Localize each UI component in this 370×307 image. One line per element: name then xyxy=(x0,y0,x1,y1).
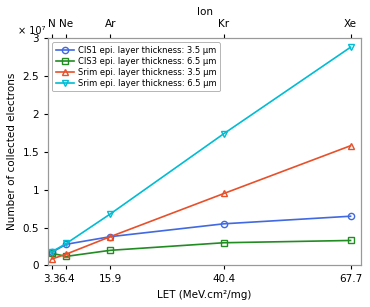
Srim epi. layer thickness: 3.5 μm: (15.9, 3.8e+06): 3.5 μm: (15.9, 3.8e+06) xyxy=(108,235,112,239)
CIS3 epi. layer thickness: 6.5 μm: (6.4, 1.2e+06): 6.5 μm: (6.4, 1.2e+06) xyxy=(64,255,68,258)
CIS1 epi. layer thickness: 3.5 μm: (15.9, 3.8e+06): 3.5 μm: (15.9, 3.8e+06) xyxy=(108,235,112,239)
Srim epi. layer thickness: 6.5 μm: (3.3, 1.8e+06): 6.5 μm: (3.3, 1.8e+06) xyxy=(50,250,54,254)
CIS3 epi. layer thickness: 6.5 μm: (15.9, 2e+06): 6.5 μm: (15.9, 2e+06) xyxy=(108,248,112,252)
CIS1 epi. layer thickness: 3.5 μm: (3.3, 1.75e+06): 3.5 μm: (3.3, 1.75e+06) xyxy=(50,251,54,254)
Srim epi. layer thickness: 6.5 μm: (6.4, 2.9e+06): 6.5 μm: (6.4, 2.9e+06) xyxy=(64,242,68,245)
CIS3 epi. layer thickness: 6.5 μm: (67.7, 3.3e+06): 6.5 μm: (67.7, 3.3e+06) xyxy=(348,239,353,242)
CIS1 epi. layer thickness: 3.5 μm: (6.4, 2.8e+06): 3.5 μm: (6.4, 2.8e+06) xyxy=(64,243,68,246)
Srim epi. layer thickness: 3.5 μm: (6.4, 1.5e+06): 3.5 μm: (6.4, 1.5e+06) xyxy=(64,252,68,256)
Line: CIS3 epi. layer thickness: 6.5 μm: CIS3 epi. layer thickness: 6.5 μm xyxy=(49,237,354,259)
Legend: CIS1 epi. layer thickness: 3.5 μm, CIS3 epi. layer thickness: 6.5 μm, Srim epi. : CIS1 epi. layer thickness: 3.5 μm, CIS3 … xyxy=(52,42,220,91)
X-axis label: LET (MeV.cm²/mg): LET (MeV.cm²/mg) xyxy=(158,290,252,300)
Srim epi. layer thickness: 6.5 μm: (15.9, 6.8e+06): 6.5 μm: (15.9, 6.8e+06) xyxy=(108,212,112,216)
Text: × 10⁷: × 10⁷ xyxy=(18,26,45,36)
Srim epi. layer thickness: 3.5 μm: (40.4, 9.5e+06): 3.5 μm: (40.4, 9.5e+06) xyxy=(222,192,226,195)
Srim epi. layer thickness: 3.5 μm: (3.3, 8.5e+05): 3.5 μm: (3.3, 8.5e+05) xyxy=(50,257,54,261)
Line: CIS1 epi. layer thickness: 3.5 μm: CIS1 epi. layer thickness: 3.5 μm xyxy=(49,213,354,255)
Srim epi. layer thickness: 6.5 μm: (67.7, 2.88e+07): 6.5 μm: (67.7, 2.88e+07) xyxy=(348,45,353,49)
CIS3 epi. layer thickness: 6.5 μm: (3.3, 1.6e+06): 6.5 μm: (3.3, 1.6e+06) xyxy=(50,251,54,255)
Y-axis label: Number of collected electrons: Number of collected electrons xyxy=(7,73,17,231)
X-axis label: Ion: Ion xyxy=(197,7,213,17)
CIS3 epi. layer thickness: 6.5 μm: (40.4, 3e+06): 6.5 μm: (40.4, 3e+06) xyxy=(222,241,226,245)
Srim epi. layer thickness: 3.5 μm: (67.7, 1.58e+07): 3.5 μm: (67.7, 1.58e+07) xyxy=(348,144,353,148)
Line: Srim epi. layer thickness: 3.5 μm: Srim epi. layer thickness: 3.5 μm xyxy=(49,143,354,262)
CIS1 epi. layer thickness: 3.5 μm: (40.4, 5.5e+06): 3.5 μm: (40.4, 5.5e+06) xyxy=(222,222,226,226)
Srim epi. layer thickness: 6.5 μm: (40.4, 1.74e+07): 6.5 μm: (40.4, 1.74e+07) xyxy=(222,132,226,135)
CIS1 epi. layer thickness: 3.5 μm: (67.7, 6.5e+06): 3.5 μm: (67.7, 6.5e+06) xyxy=(348,214,353,218)
Line: Srim epi. layer thickness: 6.5 μm: Srim epi. layer thickness: 6.5 μm xyxy=(49,44,354,255)
